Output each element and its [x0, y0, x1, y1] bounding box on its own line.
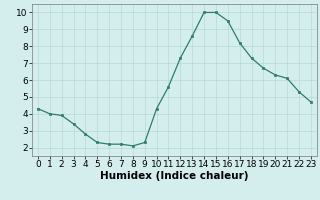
X-axis label: Humidex (Indice chaleur): Humidex (Indice chaleur)	[100, 171, 249, 181]
